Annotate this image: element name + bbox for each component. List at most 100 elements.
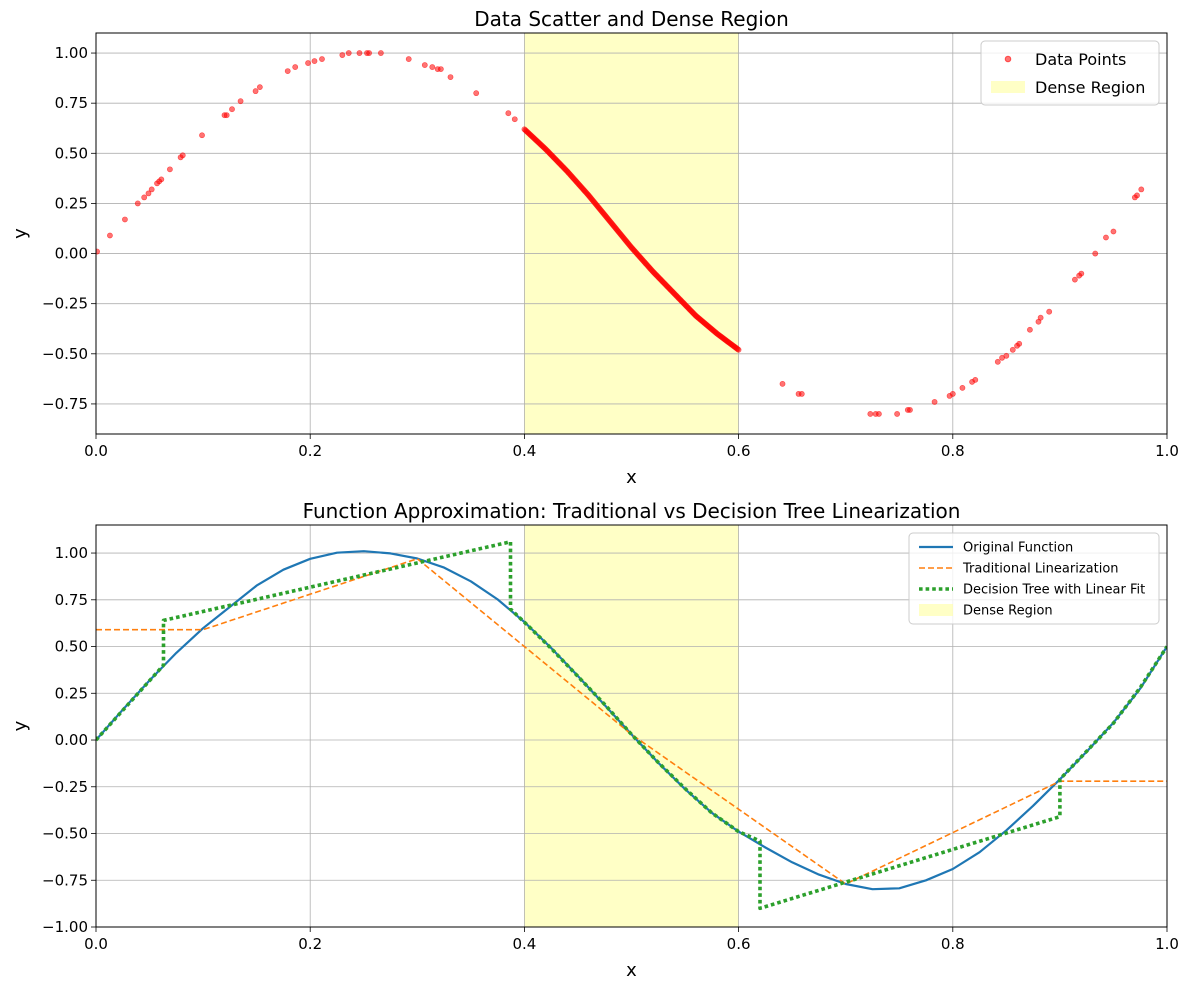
x-tick-label: 0.4 xyxy=(512,935,536,953)
data-point xyxy=(972,376,979,383)
y-tick-label: −0.50 xyxy=(42,825,88,843)
data-point xyxy=(931,399,938,405)
legend-label: Traditional Linearization xyxy=(962,562,1119,577)
legend-label: Data Points xyxy=(1035,50,1126,69)
data-point xyxy=(148,186,155,193)
x-tick-label: 1.0 xyxy=(1155,442,1179,460)
data-point xyxy=(292,64,299,70)
x-tick-label: 0.2 xyxy=(298,442,322,460)
legend-box xyxy=(980,40,1160,106)
data-point xyxy=(339,52,346,58)
data-point xyxy=(345,50,352,56)
data-point xyxy=(237,98,244,105)
legend-label: Decision Tree with Linear Fit xyxy=(963,583,1145,598)
data-point xyxy=(867,411,874,417)
y-tick-label: 0.50 xyxy=(55,144,88,162)
data-point xyxy=(366,50,373,56)
data-point xyxy=(505,110,512,117)
plot-area xyxy=(96,50,1145,417)
series-line-0 xyxy=(96,550,1167,891)
data-point xyxy=(473,90,480,97)
chart-title: Function Approximation: Traditional vs D… xyxy=(303,499,961,523)
data-point xyxy=(256,84,263,91)
y-tick-label: 0.75 xyxy=(55,94,88,112)
chart-title: Data Scatter and Dense Region xyxy=(474,7,789,31)
legend-swatch-region xyxy=(919,604,953,616)
data-point xyxy=(798,390,805,397)
data-point xyxy=(199,132,205,139)
x-tick-label: 0.8 xyxy=(941,442,965,460)
legend: Original Function Traditional Linearizati… xyxy=(908,532,1160,625)
data-point xyxy=(1138,186,1145,193)
y-tick-label: −0.50 xyxy=(42,345,88,363)
data-point xyxy=(377,50,384,56)
x-tick-label: 0.4 xyxy=(512,442,536,460)
data-point xyxy=(511,116,518,123)
y-tick-label: 0.75 xyxy=(55,591,88,609)
data-point xyxy=(907,407,913,413)
data-point xyxy=(145,190,152,197)
series-line-2 xyxy=(96,539,1167,911)
legend-label: Dense Region xyxy=(963,604,1053,619)
data-point xyxy=(429,64,436,70)
data-point xyxy=(1092,250,1099,257)
y-tick-label: 1.00 xyxy=(55,44,88,62)
data-point xyxy=(1009,346,1016,353)
data-point xyxy=(122,216,128,223)
x-tick-label: 0.0 xyxy=(84,935,108,953)
dense-region-band xyxy=(524,525,739,927)
data-point xyxy=(1046,308,1053,315)
data-point xyxy=(141,194,148,201)
data-point xyxy=(284,68,291,74)
data-point xyxy=(959,384,966,391)
y-tick-label: −0.25 xyxy=(42,295,88,313)
data-point xyxy=(421,62,428,68)
data-point xyxy=(158,176,165,183)
data-point xyxy=(134,200,141,207)
data-point xyxy=(305,60,311,66)
data-point xyxy=(894,411,901,417)
data-point xyxy=(166,166,173,173)
y-tick-label: 0.00 xyxy=(55,245,88,263)
data-point xyxy=(356,50,363,56)
data-point xyxy=(319,56,325,62)
y-tick-label: 1.00 xyxy=(55,544,88,562)
axes-frame xyxy=(95,524,1168,928)
data-point xyxy=(1078,270,1085,277)
data-point xyxy=(405,56,412,62)
y-tick-label: −1.00 xyxy=(42,918,88,936)
y-tick-label: 0.25 xyxy=(55,684,88,702)
data-point xyxy=(229,106,235,113)
x-tick-label: 0.6 xyxy=(727,442,751,460)
y-tick-label: 0.25 xyxy=(55,194,88,212)
data-point xyxy=(223,112,230,119)
data-point xyxy=(252,88,259,95)
legend-box xyxy=(908,532,1160,625)
y-axis-label: y xyxy=(10,228,31,239)
dense-region-band xyxy=(524,33,739,434)
data-point xyxy=(107,232,113,239)
data-point xyxy=(96,248,100,255)
y-tick-label: −0.25 xyxy=(42,778,88,796)
data-point xyxy=(1016,340,1023,347)
data-point xyxy=(1134,192,1140,199)
data-point xyxy=(1071,276,1078,283)
x-axis-label: x xyxy=(626,467,637,488)
data-point xyxy=(447,74,454,81)
legend: Data Points Dense Region xyxy=(980,40,1160,106)
legend-swatch-marker xyxy=(1004,55,1012,63)
y-axis-label: y xyxy=(10,720,31,731)
x-tick-label: 0.6 xyxy=(727,935,751,953)
data-point xyxy=(1027,326,1033,333)
y-tick-label: 0.50 xyxy=(55,638,88,656)
legend-label: Dense Region xyxy=(1035,78,1145,97)
x-tick-label: 1.0 xyxy=(1155,935,1179,953)
x-tick-label: 0.8 xyxy=(941,935,965,953)
data-point xyxy=(179,152,186,159)
data-point xyxy=(949,390,956,397)
data-point xyxy=(437,66,444,72)
dense-data-point xyxy=(735,346,742,353)
approximation-plot-panel: 0.0 0.2 0.4 0.6 0.8 1.0 −1.00 −0.75 −0.50 −0.25 0.… xyxy=(10,499,1179,981)
data-point xyxy=(779,380,786,387)
